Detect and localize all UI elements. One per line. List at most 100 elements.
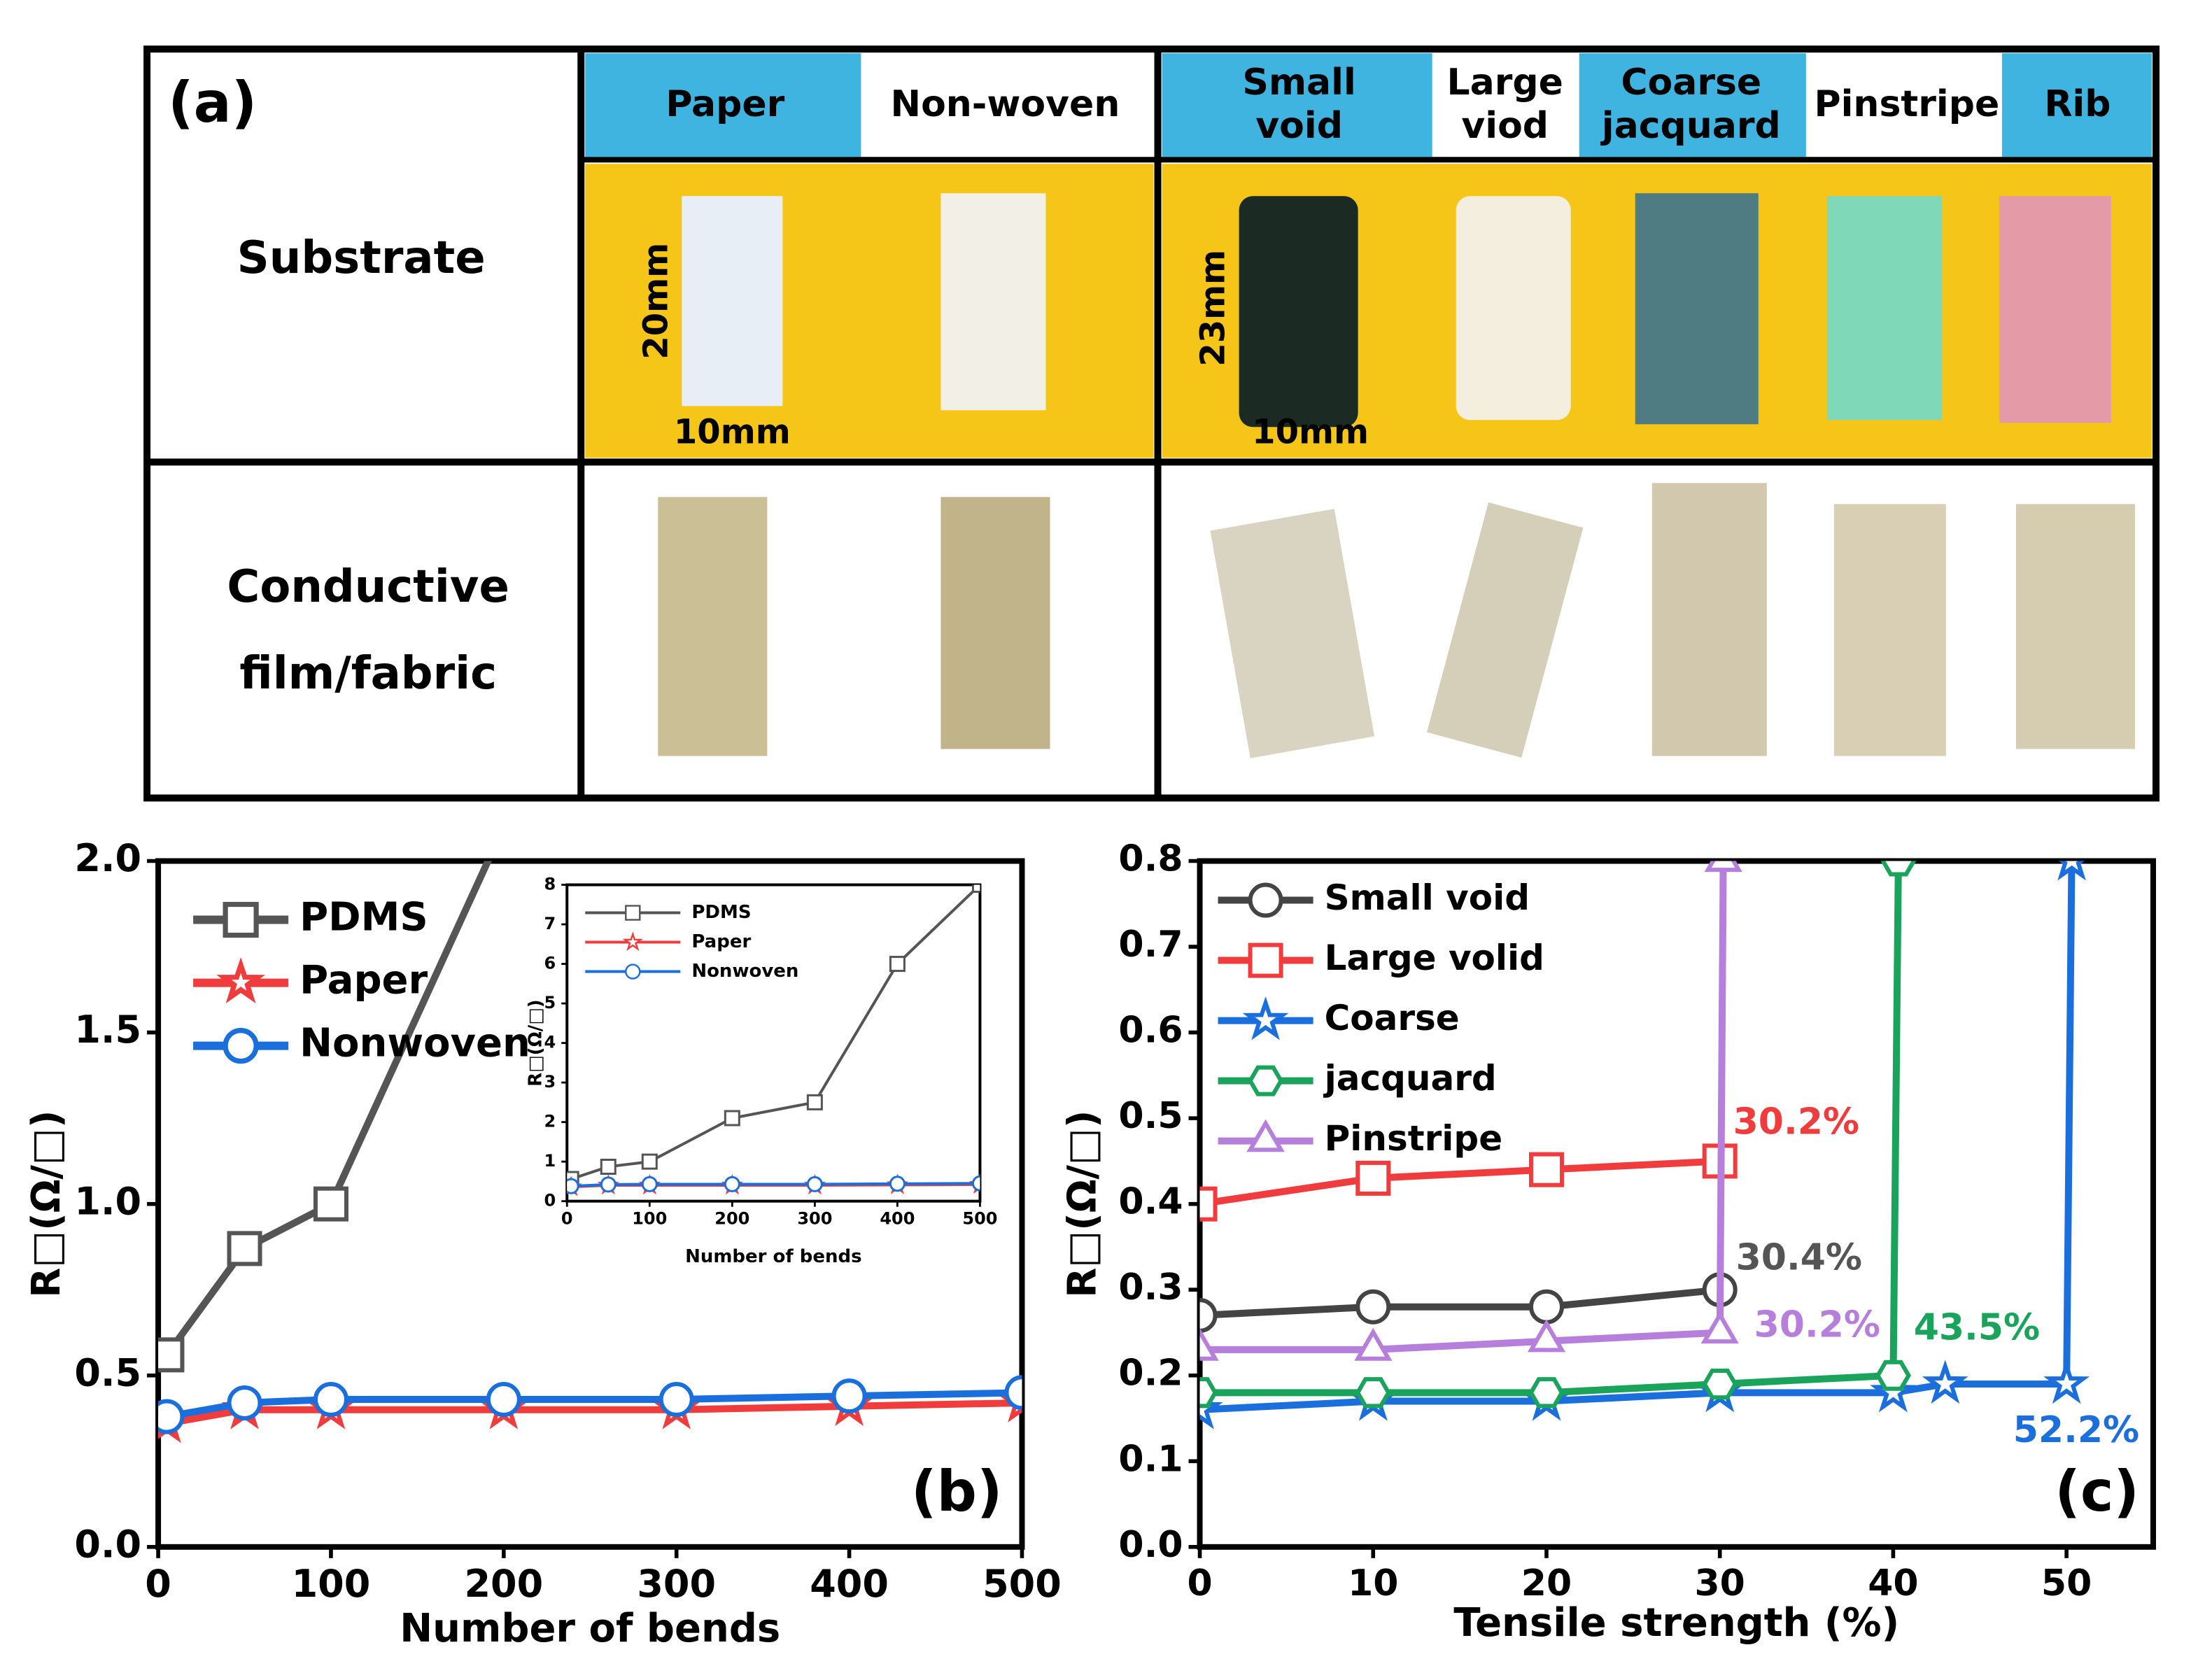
panel-label: (b) — [911, 1459, 1002, 1524]
header-cell — [2001, 53, 2152, 157]
marker — [313, 1382, 348, 1418]
marker — [2057, 861, 2086, 881]
y-tick-label: 0.5 — [74, 1350, 141, 1395]
marker — [158, 1399, 185, 1434]
marker — [227, 1231, 262, 1266]
legend-marker — [625, 905, 641, 921]
marker — [158, 1337, 185, 1373]
y-tick-label: 0.2 — [1118, 1353, 1183, 1395]
marker — [600, 1158, 617, 1175]
legend-label: PDMS — [300, 895, 428, 940]
marker — [889, 956, 906, 973]
x-tick-label: 50 — [2041, 1562, 2092, 1604]
x-tick-label: 400 — [810, 1562, 889, 1606]
header-cell — [585, 53, 861, 157]
marker — [971, 1175, 980, 1192]
marker — [1922, 1360, 1968, 1404]
panel-label: (a) — [168, 70, 257, 135]
marker — [971, 884, 980, 894]
series-layer — [567, 884, 980, 1197]
x-tick-label: 500 — [982, 1562, 1062, 1606]
legend-marker — [1248, 882, 1283, 918]
marker — [1875, 1360, 1911, 1391]
legend-marker — [223, 1027, 259, 1064]
x-axis-title: Number of bends — [685, 1246, 862, 1267]
legend-label: Coarse — [1325, 998, 1460, 1038]
series-layer — [158, 861, 1022, 1443]
label-line: jacquard — [1600, 105, 1781, 147]
marker — [1199, 1297, 1218, 1333]
marker — [1704, 861, 1742, 873]
y-tick-label: 5 — [544, 993, 556, 1012]
plot-frame — [1197, 858, 2156, 1550]
label-line: Large — [1447, 62, 1563, 104]
marker — [1199, 1385, 1223, 1430]
marker — [1355, 1160, 1391, 1196]
y-axis-title: R□(Ω/□) — [24, 1110, 69, 1298]
y-tick-label: 1.0 — [74, 1179, 141, 1223]
dimension: 23mm — [1194, 250, 1233, 367]
label-line: Pinstripe — [1815, 83, 2000, 125]
legend-label: Small void — [1325, 877, 1530, 918]
y-tick-label: 0.6 — [1118, 1010, 1183, 1052]
label-line: Substrate — [237, 232, 486, 284]
dimension: 20mm — [636, 243, 675, 360]
marker — [486, 1382, 521, 1418]
y-tick-label: 0.5 — [1118, 1095, 1183, 1137]
photo-fabric — [1833, 504, 1946, 756]
series-line — [1199, 1157, 1721, 1208]
y-tick-label: 8 — [544, 875, 556, 894]
label-line: Rib — [2044, 83, 2111, 125]
x-axis-title: Tensile strength (%) — [1453, 1600, 1899, 1646]
legend-marker — [625, 963, 641, 980]
x-tick-label: 30 — [1695, 1562, 1745, 1604]
legend-label: jacquard — [1323, 1058, 1497, 1099]
annotation: 30.2% — [1754, 1304, 1880, 1346]
x-axis-title: Number of bends — [400, 1606, 780, 1651]
label-line: Conductive — [227, 561, 509, 613]
marker — [806, 1176, 823, 1192]
x-tick-label: 40 — [1868, 1562, 1918, 1604]
photo-fabric — [1651, 483, 1767, 756]
y-tick-label: 2.0 — [74, 836, 141, 880]
y-tick-label: 3 — [544, 1072, 556, 1092]
marker — [831, 1378, 867, 1414]
annotation: 43.5% — [1914, 1307, 2040, 1349]
dimension: 10mm — [1252, 412, 1369, 451]
photo-coarse — [1635, 193, 1759, 425]
photo-nonwoven — [941, 193, 1046, 411]
legend-marker — [1248, 943, 1283, 978]
x-tick-label: 0 — [561, 1209, 573, 1229]
y-tick-label: 0.0 — [74, 1522, 141, 1566]
y-tick-label: 0.4 — [1118, 1181, 1183, 1223]
label-line: film/fabric — [239, 648, 497, 700]
marker — [1355, 1289, 1391, 1325]
legend-label: Pinstripe — [1325, 1118, 1503, 1159]
photo-film — [941, 497, 1050, 749]
y-tick-label: 2 — [544, 1112, 556, 1131]
label-line: Small — [1242, 62, 1355, 104]
legend-marker — [1246, 1119, 1285, 1152]
x-tick-label: 200 — [714, 1209, 749, 1229]
marker — [227, 1385, 262, 1420]
x-tick-label: 200 — [464, 1562, 543, 1606]
marker — [641, 1176, 658, 1192]
legend-label: Paper — [691, 931, 751, 952]
x-tick-label: 300 — [797, 1209, 832, 1229]
photo-fabric — [1210, 509, 1375, 758]
legend-marker — [216, 957, 265, 1003]
y-axis-title: R□(Ω/□) — [526, 999, 547, 1087]
label-line: viod — [1461, 105, 1549, 147]
label-line: void — [1255, 105, 1343, 147]
y-tick-label: 1.5 — [74, 1008, 141, 1052]
photo-large-void — [1456, 196, 1571, 421]
x-tick-label: 400 — [880, 1209, 915, 1229]
marker — [1355, 1377, 1391, 1409]
marker — [567, 1178, 579, 1194]
label-line: Coarse — [1621, 62, 1761, 104]
y-tick-label: 0.0 — [1118, 1524, 1183, 1566]
header-cell — [1162, 53, 1432, 157]
photo-fabric — [1427, 502, 1584, 758]
substrate-bg — [585, 164, 1154, 458]
